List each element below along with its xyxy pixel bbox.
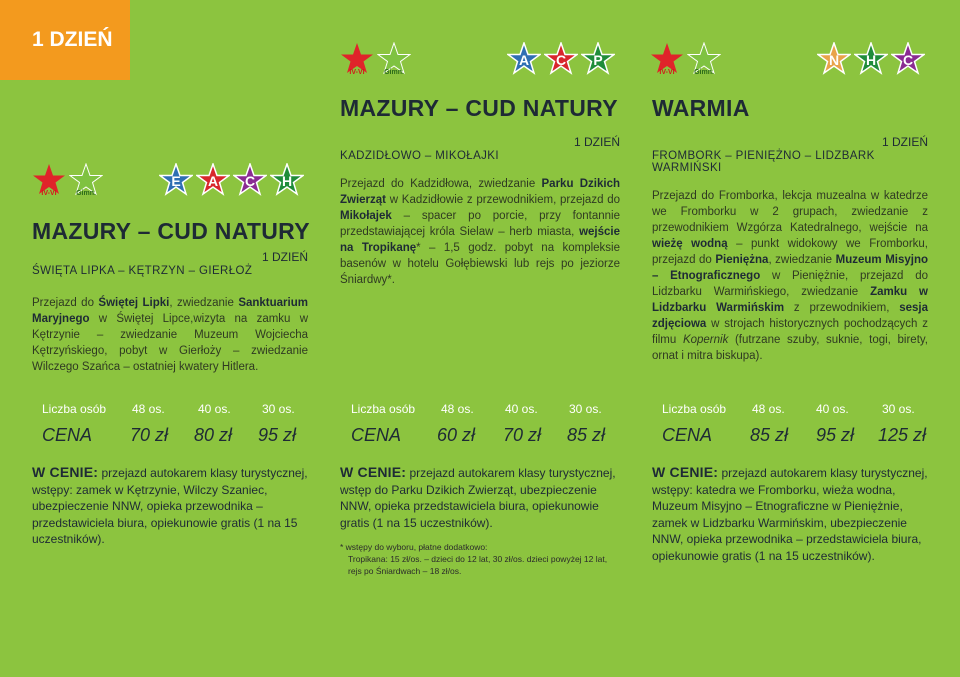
star-a-icon: A xyxy=(507,42,541,74)
footnote: * wstępy do wyboru, płatne dodatkowo: Tr… xyxy=(340,542,608,576)
svg-text:C: C xyxy=(556,52,566,68)
svg-text:A: A xyxy=(519,52,529,68)
svg-text:IV-VI: IV-VI xyxy=(41,190,56,197)
offer-day: 1 DZIEŃ xyxy=(261,250,308,264)
svg-text:Gimn.: Gimn. xyxy=(384,69,404,76)
star-h-icon: H xyxy=(270,163,304,195)
offer-title: MAZURY – CUD NATURY xyxy=(32,218,310,244)
svg-text:C: C xyxy=(245,173,255,189)
star-a-icon: A xyxy=(196,163,230,195)
price-header-1: Liczba osób 48 os. 40 os. 30 os. xyxy=(42,402,295,416)
offer-route: FROMBORK – PIENIĘŻNO – LIDZBARK WARMIŃSK… xyxy=(652,150,875,174)
svg-text:C: C xyxy=(903,52,913,68)
svg-text:E: E xyxy=(171,173,180,189)
offer-description: Przejazd do Kadzidłowa, zwiedzanie Parku… xyxy=(340,178,621,286)
star-n-icon: N xyxy=(817,42,851,74)
svg-text:H: H xyxy=(866,52,876,68)
offer-day: 1 DZIEŃ xyxy=(573,135,620,149)
badges-col1: IV-VI Gimn. E A C H xyxy=(32,163,304,197)
red-star-icon: IV-VI xyxy=(33,164,65,197)
included-2: W CENIE: przejazd autokarem klasy turyst… xyxy=(340,464,616,530)
green-star-icon: Gimn. xyxy=(377,42,411,76)
svg-text:IV-VI: IV-VI xyxy=(659,69,674,76)
red-star-icon: IV-VI xyxy=(651,43,683,76)
green-star-icon: Gimn. xyxy=(69,163,103,197)
offer-column-1: MAZURY – CUD NATURY 1 DZIEŃ ŚWIĘTA LIPKA… xyxy=(32,218,310,375)
green-star-icon: Gimn. xyxy=(687,42,721,76)
offer-title: MAZURY – CUD NATURY xyxy=(340,95,618,121)
offer-route: KADZIDŁOWO – MIKOŁAJKI xyxy=(340,150,499,162)
price-header-3: Liczba osób 48 os. 40 os. 30 os. xyxy=(662,402,915,416)
svg-text:H: H xyxy=(282,173,292,189)
star-e-icon: E xyxy=(159,163,193,195)
svg-text:N: N xyxy=(829,52,839,68)
red-star-icon: IV-VI xyxy=(341,43,373,76)
included-1: W CENIE: przejazd autokarem klasy turyst… xyxy=(32,464,308,546)
svg-text:A: A xyxy=(208,173,218,189)
price-row-3: CENA 85 zł 95 zł 125 zł xyxy=(662,425,927,445)
offer-title: WARMIA xyxy=(652,95,750,121)
offer-column-2: MAZURY – CUD NATURY 1 DZIEŃ KADZIDŁOWO –… xyxy=(340,95,620,288)
offer-route: ŚWIĘTA LIPKA – KĘTRZYN – GIERŁOŻ xyxy=(32,265,253,277)
star-h-icon: H xyxy=(854,42,888,74)
price-row-2: CENA 60 zł 70 zł 85 zł xyxy=(351,425,606,445)
badges-col3: IV-VI Gimn. N H C xyxy=(650,42,925,76)
svg-text:IV-VI: IV-VI xyxy=(349,69,364,76)
day-tag: 1 DZIEŃ xyxy=(0,0,130,80)
offer-description: Przejazd do Fromborka, lekcja muzealna w… xyxy=(652,190,929,362)
badges-col2: IV-VI Gimn. A C P xyxy=(340,42,615,76)
star-c-icon: C xyxy=(233,163,267,195)
price-row-1: CENA 70 zł 80 zł 95 zł xyxy=(42,425,297,445)
offer-description: Przejazd do Świętej Lipki, zwiedzanie Sa… xyxy=(32,297,308,373)
star-c-icon: C xyxy=(544,42,578,74)
svg-text:P: P xyxy=(593,52,602,68)
included-3: W CENIE: przejazd autokarem klasy turyst… xyxy=(652,464,928,563)
offer-day: 1 DZIEŃ xyxy=(881,135,928,149)
star-p-icon: P xyxy=(581,42,615,74)
offer-column-3: WARMIA 1 DZIEŃ FROMBORK – PIENIĘŻNO – LI… xyxy=(652,95,928,364)
price-header-2: Liczba osób 48 os. 40 os. 30 os. xyxy=(351,402,602,416)
svg-text:Gimn.: Gimn. xyxy=(694,69,714,76)
svg-text:Gimn.: Gimn. xyxy=(76,190,96,197)
star-c-icon: C xyxy=(891,42,925,74)
